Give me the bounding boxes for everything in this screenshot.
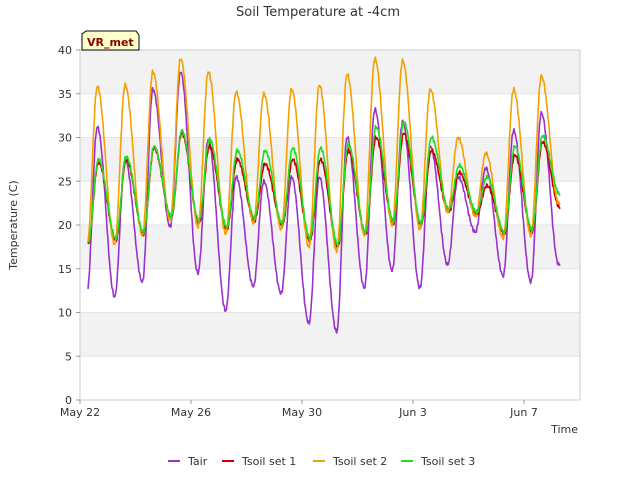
y-tick-label: 15 — [58, 263, 72, 276]
x-tick-label: May 30 — [282, 406, 322, 419]
legend-label: Tsoil set 3 — [420, 455, 475, 468]
x-tick-label: Jun 7 — [509, 406, 538, 419]
legend-label: Tsoil set 1 — [241, 455, 296, 468]
y-tick-label: 10 — [58, 307, 72, 320]
y-tick-label: 35 — [58, 88, 72, 101]
y-tick-label: 5 — [65, 350, 72, 363]
legend-label: Tair — [187, 455, 208, 468]
y-tick-label: 20 — [58, 219, 72, 232]
y-tick-label: 40 — [58, 44, 72, 57]
legend: Tair Tsoil set 1 Tsoil set 2 Tsoil set 3 — [168, 455, 475, 468]
y-axis-ticks: 0 5 10 15 20 25 30 35 40 — [58, 44, 80, 407]
badge-label: VR_met — [87, 36, 134, 49]
legend-label: Tsoil set 2 — [332, 455, 387, 468]
vr-met-badge: VR_met — [81, 30, 140, 51]
series-lines — [87, 56, 561, 334]
grid-band — [80, 137, 580, 182]
y-axis-title: Temperature (C) — [7, 180, 20, 270]
badge-box — [81, 30, 140, 51]
series-tsoil-set-3-line — [87, 121, 561, 246]
x-tick-label: Jun 3 — [398, 406, 427, 419]
x-tick-label: May 26 — [171, 406, 211, 419]
chart-title: Soil Temperature at -4cm — [236, 5, 400, 20]
x-axis-title: Time — [550, 423, 578, 436]
grid-band — [80, 50, 580, 94]
x-axis-ticks: May 22 May 26 May 30 Jun 3 Jun 7 — [60, 400, 538, 419]
y-tick-label: 0 — [65, 394, 72, 407]
y-tick-label: 25 — [58, 175, 72, 188]
grid-band — [80, 312, 580, 357]
y-tick-label: 30 — [58, 132, 72, 145]
x-tick-label: May 22 — [60, 406, 100, 419]
